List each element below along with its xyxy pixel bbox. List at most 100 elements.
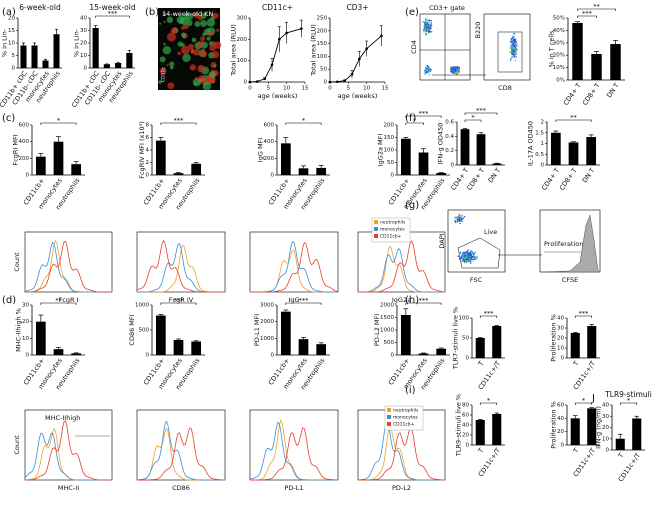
x-axis-label: FcgR I [59,296,79,304]
significance-label: * [471,114,475,122]
gate [457,237,501,269]
flow-x-label: CFSE [562,276,578,284]
bar [191,341,202,355]
tissue-spot [212,12,219,19]
flow-dot [454,221,457,224]
bar [418,152,429,175]
y-tick-label: 200 [384,123,395,129]
flow-dot [455,71,457,74]
flow-dot [430,22,432,24]
legend-box [371,217,411,243]
tissue-spot [206,36,211,41]
y-axis-label: Total area (RLU) [229,24,237,76]
flow-dot [464,260,466,263]
flow-dot [426,18,428,20]
panel-label: (a) [2,7,16,18]
flow-dot [459,216,461,218]
y-tick-label: 2 [146,160,150,166]
flow-dot [429,19,431,22]
tissue-spot [177,51,182,56]
y-axis-label: CD86 MFI [128,314,136,345]
y-tick-label: 400 [264,139,275,145]
significance-label: *** [108,10,119,18]
flow-dot [428,69,430,71]
flow-dot [427,28,429,31]
significance-bracket [464,112,498,115]
significance-label: *** [419,297,430,305]
flow-dot [425,21,427,24]
y-tick-label: 5 [12,53,16,59]
tissue-spot [199,66,203,70]
y-axis-label: Proliferation % [550,314,558,362]
significance-bracket [555,119,592,122]
panel-label: (d) [2,295,16,306]
flow-dot [470,254,472,256]
y-tick-label: 80 [462,403,469,409]
flow-dot [430,69,432,71]
legend-swatch [374,220,378,224]
y-axis-label: % in Lin- [73,28,81,57]
bar [53,34,60,68]
image-title: 14-week-old KN [162,10,213,18]
tissue-spot [193,48,201,56]
flow-dot [513,44,516,46]
flow-dot [469,251,471,254]
flow-dot [461,215,463,217]
flow-dot [511,39,513,41]
flow-dot [426,69,428,71]
flow-dot [428,31,431,33]
flow-dot [472,254,475,256]
tissue-spot [166,63,169,67]
legend-swatch [387,415,391,419]
flow-dot [454,218,457,220]
histogram-curve [250,242,339,293]
histogram-curve [357,427,446,481]
bar [103,64,110,68]
flow-dot [454,68,456,70]
y-tick-label: 100 [317,54,328,60]
flow-dot [458,258,461,260]
flow-dot [425,71,428,73]
tissue-spot [198,78,202,83]
x-axis-label: MHC-II [58,484,79,492]
y-axis-label: IL-17A OD450 [526,121,534,166]
significance-label: *** [476,107,487,115]
bar [436,173,447,175]
tissue-spot [158,80,162,84]
bar [316,167,327,175]
cfse-histogram [539,214,601,273]
flow-dot [461,217,463,220]
flow-dot [467,257,469,259]
y-tick-label: 0 [271,173,275,179]
flow-dot [471,258,474,261]
legend-swatch [374,234,378,238]
legend-swatch [387,408,391,412]
tissue-spot [159,56,166,63]
bar [632,418,642,450]
flow-dot [511,55,513,58]
panel-label: (c) [2,113,15,124]
flow-dot [459,214,461,216]
flow-dot [462,252,464,254]
y-axis-label: IFN-g OD450 [436,123,444,165]
flow-dot [456,219,458,221]
legend-swatch [374,227,378,231]
point [380,34,383,38]
chart-title: CD3+ [346,3,368,12]
flow-dot [514,40,517,42]
flow-dot [431,31,433,33]
bar [126,53,133,68]
flow-dot [516,45,518,47]
y-tick-label: 100 [459,316,470,322]
flow-dot [476,257,478,259]
histogram-curve [136,427,226,481]
x-tick-label: 15 [382,86,389,92]
flow-dot [424,30,426,32]
panel-label: (g) [405,200,419,211]
flow-dot [475,258,477,261]
gate [497,31,523,73]
y-tick-label: 0 [146,353,150,359]
flow-dot [510,58,512,60]
flow-dot [460,218,462,220]
